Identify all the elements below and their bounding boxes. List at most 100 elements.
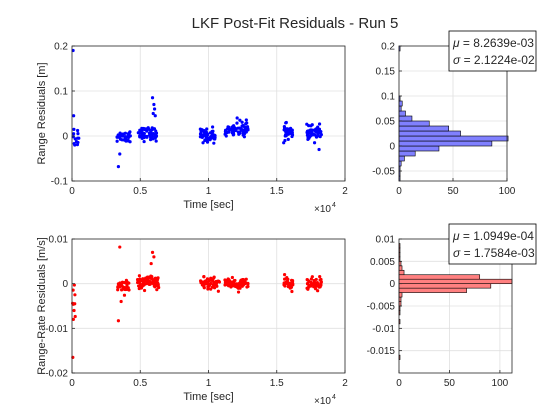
x-tick-label: 0.5 [133,186,147,197]
data-point [286,282,290,286]
data-point [142,282,146,287]
data-point [152,255,156,259]
data-point [135,280,140,285]
data-point [150,128,154,132]
data-point [230,128,234,132]
data-point [212,133,216,137]
data-point [151,131,155,136]
x-exponent-base: ×10 [314,204,331,215]
data-point [142,139,146,144]
data-point [226,283,230,287]
data-point [286,285,290,289]
data-point [238,118,242,122]
data-point [154,134,158,139]
data-point [317,122,322,126]
data-point [224,134,228,138]
stats-box [448,223,537,265]
x-tick-label: 100 [499,186,516,197]
data-point [223,283,227,287]
data-point [210,125,215,129]
data-point [306,286,310,290]
figure-title: LKF Post-Fit Residuals - Run 5 [192,15,399,32]
data-point [206,285,210,289]
data-point [136,131,140,135]
data-point [71,317,75,321]
data-point [235,116,239,120]
data-point [116,319,121,323]
data-point [287,131,291,135]
histogram-bar [398,110,406,117]
y-tick-label: 0 [62,132,68,143]
data-point [318,278,322,282]
data-point [203,131,207,135]
data-point [146,278,150,283]
y-tick-label: 0 [389,279,395,290]
data-point [282,273,287,277]
data-point [155,288,159,292]
data-point [284,134,288,138]
histogram-bar [398,115,413,122]
y-tick-label: -0.02 [45,369,68,380]
histogram-bar [398,120,430,127]
data-point [283,282,287,287]
histogram-bar [398,292,403,298]
data-point [226,277,230,281]
data-point [72,308,76,313]
data-point [306,137,310,141]
data-point [120,280,125,284]
data-point [126,138,130,143]
data-point [121,285,126,289]
data-point [236,290,241,294]
range-rate-histogram-panel: 0 50 100 -0.015 -0.01 -0.005 0 0.005 0.01 μ = 1.0… [367,223,537,389]
data-point [117,283,122,287]
x-axis-label: Time [sec] [183,391,233,403]
data-point [205,136,209,140]
data-point [157,285,161,290]
data-point [212,141,216,145]
histogram-bar [398,150,416,157]
sigma-symbol: σ [453,246,461,260]
data-point [284,120,288,125]
data-point [205,132,210,136]
data-point [118,245,122,249]
data-point [116,165,121,169]
data-point [124,285,129,289]
data-point [156,281,160,285]
data-point [225,127,230,131]
data-point [246,281,250,285]
x-tick-label: 0.5 [133,378,147,389]
y-tick-label: 0 [389,142,395,153]
y-tick-label: -0.015 [367,346,396,357]
data-point [76,140,80,145]
data-point [154,131,159,135]
data-point [245,127,249,131]
data-point [309,129,313,133]
y-axis-label: Range-Rate Residuals [m/s] [36,237,48,375]
x-exponent-power: 4 [332,202,336,209]
stddev-stat: σ = 1.7584e-03 [453,246,535,260]
y-tick-label: 0.2 [381,42,395,53]
data-point [142,288,147,293]
data-point [290,279,295,283]
data-point [200,283,205,287]
data-point [152,280,156,284]
data-point [205,127,209,131]
data-point [314,277,318,282]
data-point [240,120,244,124]
x-axis-label: Time [sec] [183,199,233,211]
y-tick-label: 0.05 [376,117,396,128]
data-point [149,274,153,278]
data-point [290,131,294,135]
histogram-bar [398,265,403,271]
data-point [286,137,290,141]
y-tick-label: 0.01 [376,235,396,246]
data-point [314,127,318,131]
data-point [153,284,157,288]
data-point [145,134,149,139]
data-point [115,139,119,143]
x-tick-label: 50 [444,378,456,389]
y-tick-label: 0.1 [54,87,68,98]
data-point [210,135,214,139]
data-point [288,128,292,132]
data-point [72,283,76,287]
